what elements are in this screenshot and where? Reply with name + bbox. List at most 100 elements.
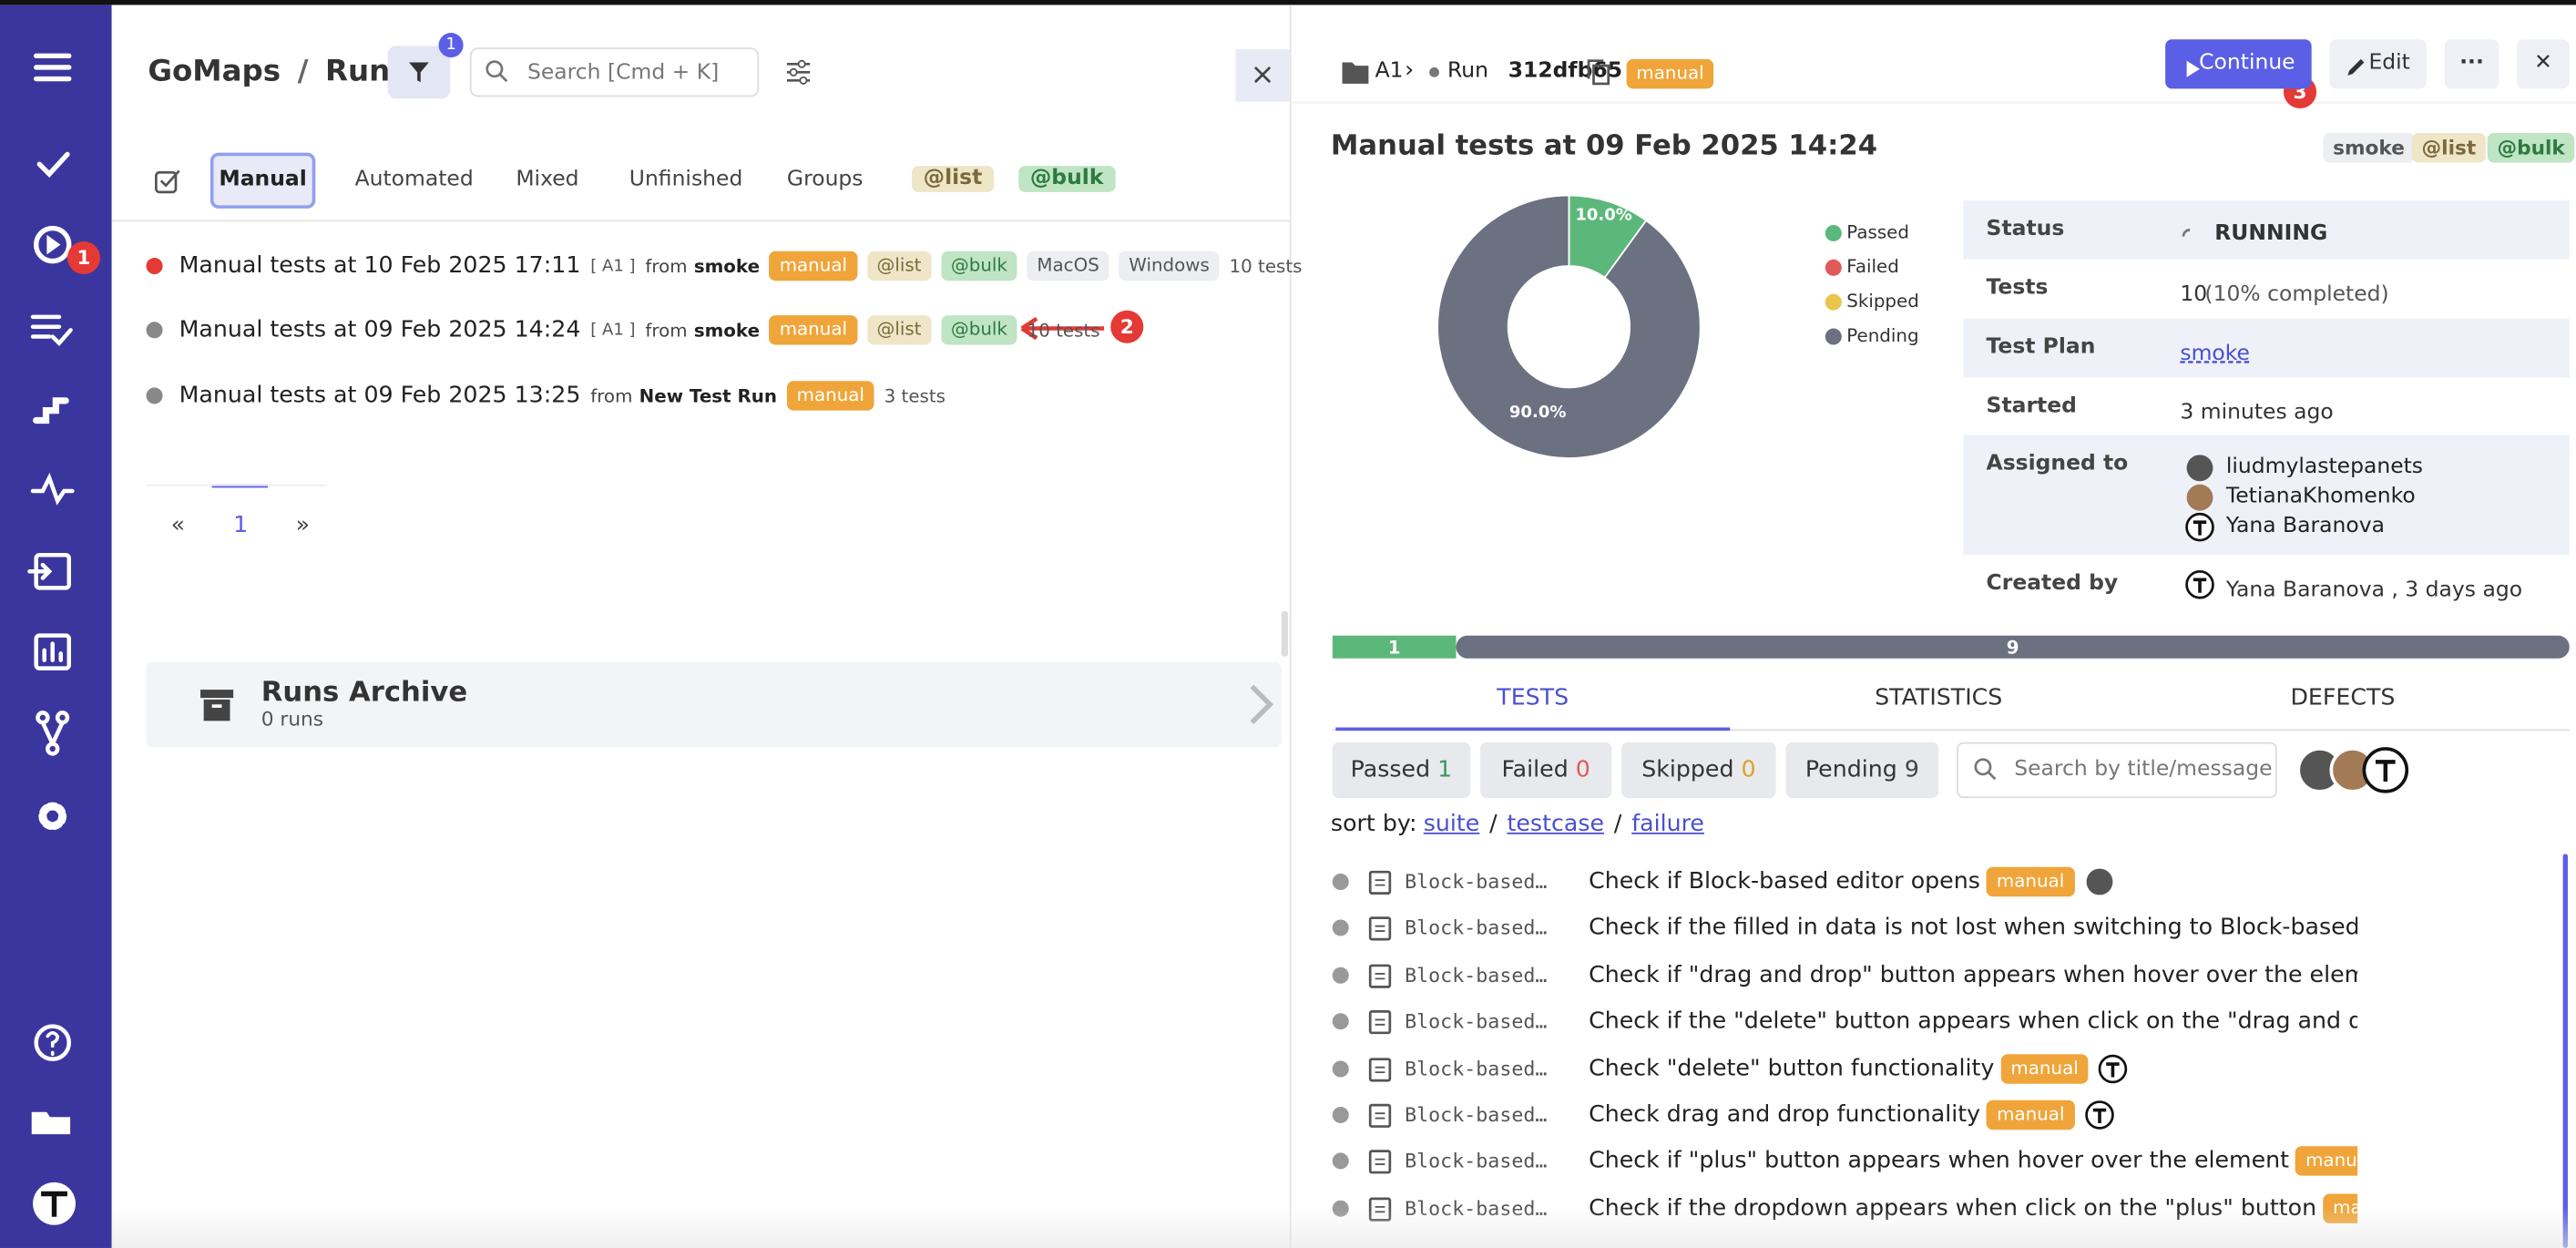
sidebar	[0, 5, 112, 1248]
resize-handle[interactable]	[1282, 611, 1288, 657]
sort-option[interactable]: testcase	[1507, 811, 1604, 837]
test-title[interactable]: Check if Block-based editor opens	[1589, 869, 1980, 895]
status-dot	[1333, 967, 1349, 983]
run-row[interactable]: Manual tests at 10 Feb 2025 17:11 [ A1 ] f…	[147, 250, 1303, 282]
donut-chart: 10.0%90.0%	[1429, 187, 1709, 465]
run-title[interactable]: Manual tests at 09 Feb 2025 14:24	[179, 317, 581, 343]
bottom-fade	[112, 1207, 2576, 1248]
test-suite: Block-based…	[1405, 964, 1589, 987]
test-title[interactable]: Check if "drag and drop" button appears …	[1589, 962, 2357, 988]
info-label: Tests	[1987, 276, 2049, 301]
test-row[interactable]: Block-based…Check if "plus" button appea…	[1331, 1143, 2357, 1180]
search-input[interactable]: Search [Cmd + K]	[470, 47, 759, 97]
continue-icon	[2185, 54, 2202, 85]
scrollbar[interactable]	[2563, 854, 2568, 1248]
tab[interactable]: Unfinished	[629, 168, 743, 192]
test-title[interactable]: Check if the "delete" button appears whe…	[1589, 1008, 2357, 1035]
legend-label[interactable]: Passed	[1846, 221, 1909, 242]
header-button[interactable]: ✕	[2517, 39, 2570, 88]
tab-chip[interactable]: @list	[912, 166, 994, 192]
test-icon	[1368, 1008, 1391, 1035]
test-row[interactable]: Block-based…Check drag and drop function…	[1331, 1097, 2114, 1133]
test-suite: Block-based…	[1405, 1151, 1589, 1173]
test-title[interactable]: Check if the filled in data is not lost …	[1589, 916, 2357, 942]
test-row[interactable]: Block-based…Check if Block-based editor …	[1331, 864, 2113, 900]
page-link[interactable]: «	[171, 512, 185, 538]
filter-count: 1	[439, 33, 464, 57]
settings-icon[interactable]	[785, 59, 812, 86]
run-title[interactable]: Manual tests at 10 Feb 2025 17:11	[179, 253, 581, 280]
sort-option[interactable]: failure	[1631, 811, 1704, 837]
page-link[interactable]: »	[296, 512, 310, 538]
test-title[interactable]: Check if "plus" button appears when hove…	[1589, 1149, 2289, 1175]
run-count: 3 tests	[884, 385, 946, 406]
run-row[interactable]: Manual tests at 09 Feb 2025 14:24[ A1 ]f…	[147, 313, 1100, 346]
test-title[interactable]: Check drag and drop functionality	[1589, 1102, 1980, 1129]
status-dot	[1333, 1107, 1349, 1123]
run-tag: manual	[770, 315, 857, 344]
tab[interactable]: Automated	[355, 168, 474, 192]
runs-archive[interactable]: Runs Archive 0 runs	[147, 661, 1282, 747]
run-source: smoke	[694, 320, 760, 341]
info-value: 10	[2180, 282, 2207, 307]
tab-active[interactable]: Manual	[210, 153, 315, 209]
avatar	[2185, 512, 2214, 548]
filter-chip[interactable]: Pending 9	[1786, 742, 1939, 798]
info-value[interactable]: smoke	[2180, 342, 2250, 366]
test-title[interactable]: Check "delete" button functionality	[1589, 1055, 1994, 1081]
run-title[interactable]: Manual tests at 09 Feb 2025 13:25	[179, 383, 581, 409]
legend-label[interactable]: Failed	[1846, 256, 1899, 277]
test-row[interactable]: Block-based…Check if "drag and drop" but…	[1331, 957, 2357, 994]
header-divider	[1292, 102, 2576, 104]
filter-count: 9	[1905, 757, 1919, 783]
sort-option[interactable]: suite	[1424, 811, 1480, 837]
test-row[interactable]: Block-based…Check "delete" button functi…	[1331, 1050, 2128, 1087]
run-from: from	[645, 255, 687, 276]
assignee-avatars[interactable]	[2296, 745, 2411, 794]
search-icon	[1973, 757, 1999, 783]
crumb-dot	[1429, 67, 1439, 77]
select-icon[interactable]	[155, 168, 181, 194]
copy-icon[interactable]	[1587, 59, 1610, 92]
run-env: [ A1 ]	[590, 257, 635, 275]
run-tag: smoke	[2323, 133, 2414, 162]
filter-chip[interactable]: Passed 1	[1333, 742, 1471, 798]
run-count: 10 tests	[1229, 255, 1302, 276]
test-search[interactable]: Search by title/message	[1957, 742, 2277, 798]
status-dot	[1333, 920, 1349, 936]
status-dot	[1333, 1014, 1349, 1030]
run-badge: manual	[1627, 59, 1714, 88]
filter-count: 1	[1437, 757, 1452, 783]
tab[interactable]: Groups	[787, 168, 864, 192]
test-icon	[1368, 1149, 1391, 1175]
test-row[interactable]: Block-based…Check if the "delete" button…	[1331, 1004, 2357, 1040]
filter-label: Skipped	[1641, 757, 1733, 783]
header-button[interactable]: Edit	[2330, 39, 2427, 88]
legend-label[interactable]: Pending	[1846, 325, 1918, 346]
project-link[interactable]: GoMaps	[148, 54, 281, 88]
run-count: 10 tests	[1027, 320, 1100, 341]
tab-underline	[1335, 728, 1730, 731]
run-from: from	[645, 320, 687, 341]
test-row[interactable]: Block-based…Check if the filled in data …	[1331, 910, 2357, 946]
top-border	[0, 0, 2576, 5]
info-label: Created by	[1987, 571, 2119, 596]
run-tag: Windows	[1119, 251, 1219, 281]
filter-chip[interactable]: Failed 0	[1480, 742, 1611, 798]
page-link[interactable]: 1	[233, 512, 248, 538]
tab-chip[interactable]: @bulk	[1018, 166, 1115, 192]
close-panel[interactable]	[1235, 49, 1290, 102]
filter-button[interactable]	[388, 46, 451, 98]
legend-label[interactable]: Skipped	[1846, 291, 1919, 312]
tab[interactable]: Mixed	[516, 168, 578, 192]
run-row[interactable]: Manual tests at 09 Feb 2025 13:25fromNew…	[147, 379, 946, 412]
result-tab[interactable]: DEFECTS	[2244, 685, 2441, 711]
result-tab[interactable]: TESTS	[1435, 685, 1631, 711]
filter-chip[interactable]: Skipped 0	[1621, 742, 1776, 798]
header-button[interactable]: ···	[2445, 39, 2499, 88]
result-tab[interactable]: STATISTICS	[1840, 685, 2037, 711]
info-value: 3 minutes ago	[2180, 401, 2333, 425]
crumb-folder[interactable]: A1	[1375, 59, 1404, 84]
